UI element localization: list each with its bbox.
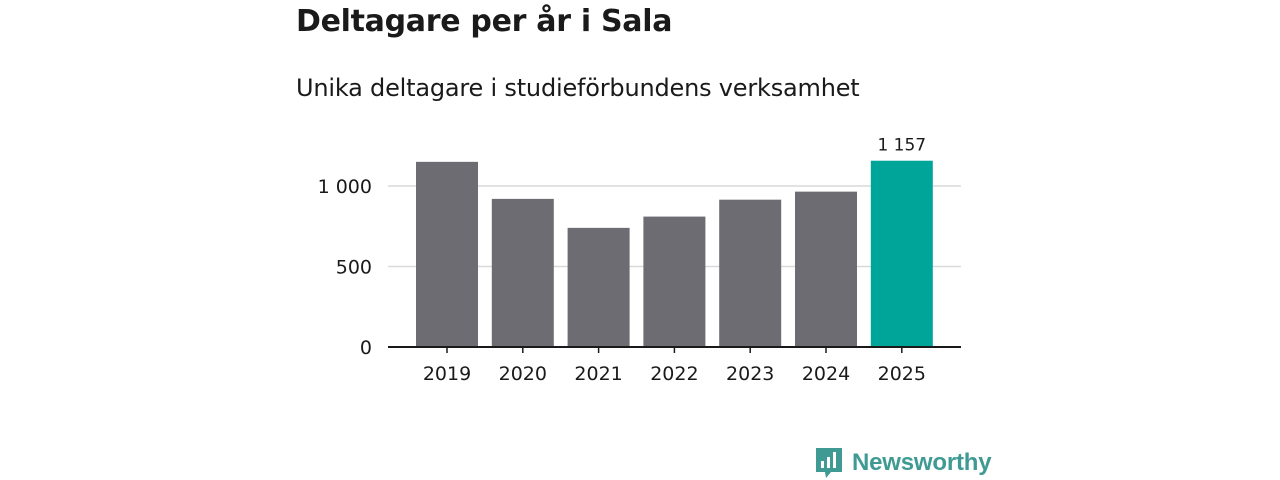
- newsworthy-logo-icon: [816, 448, 842, 478]
- x-tick-label: 2023: [726, 363, 774, 385]
- bar-2024: [795, 191, 857, 347]
- brand-logo: Newsworthy: [814, 446, 992, 480]
- chart-title: Deltagare per år i Sala: [296, 4, 673, 39]
- x-tick-label: 2022: [650, 363, 698, 385]
- x-tick-label: 2021: [574, 363, 622, 385]
- y-tick-label: 500: [336, 257, 372, 279]
- bar-2019: [416, 161, 478, 347]
- bar-2023: [719, 199, 782, 347]
- x-tick-label: 2019: [423, 363, 471, 385]
- x-tick-label: 2024: [802, 363, 850, 385]
- chart-subtitle: Unika deltagare i studieförbundens verks…: [296, 74, 860, 102]
- bar-2025: [870, 160, 933, 347]
- y-tick-label: 1 000: [318, 176, 372, 198]
- bar-2020: [491, 198, 554, 347]
- bar-2022: [643, 216, 706, 347]
- bar-2021: [567, 227, 630, 347]
- brand-name: Newsworthy: [852, 449, 992, 476]
- x-tick-label: 2025: [878, 363, 926, 385]
- data-label-2025: 1 157: [877, 136, 926, 156]
- y-tick-label: 0: [360, 337, 372, 359]
- x-tick-label: 2020: [499, 363, 547, 385]
